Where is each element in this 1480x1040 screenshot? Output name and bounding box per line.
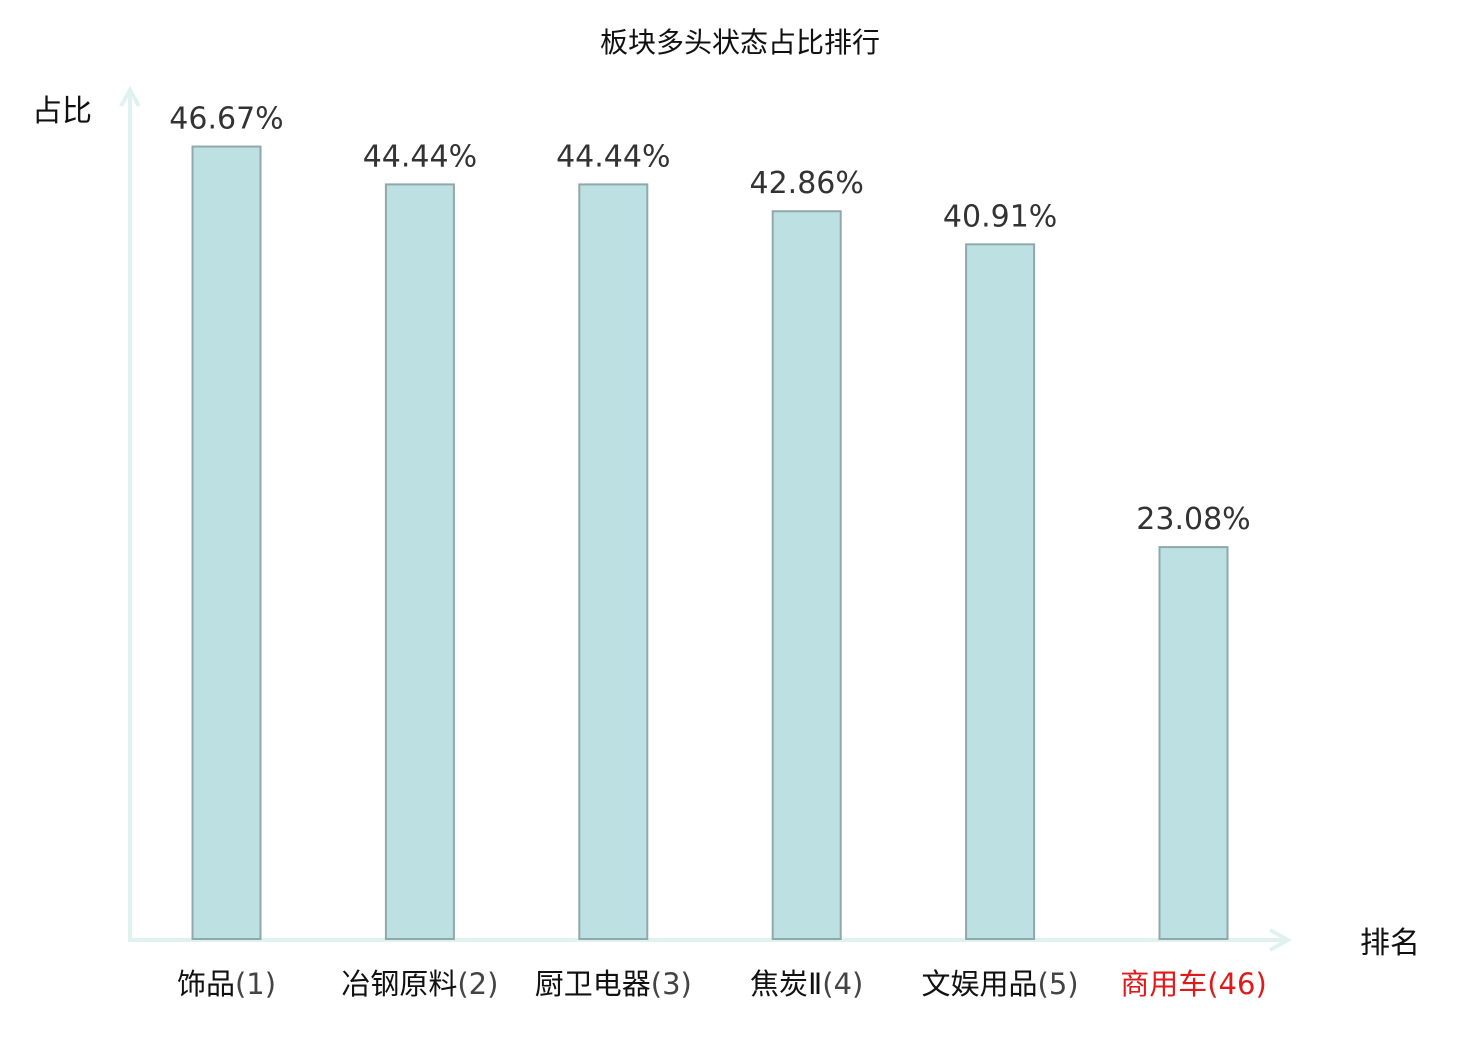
x-tick-label: 文娱用品(5) — [922, 967, 1079, 1001]
x-tick-label: 厨卫电器(3) — [535, 967, 692, 1001]
chart-title: 板块多头状态占比排行 — [600, 26, 880, 59]
bars-group — [191, 145, 1229, 941]
bar — [578, 183, 649, 940]
bar-value-label: 44.44% — [363, 139, 477, 174]
bar — [1158, 546, 1229, 941]
bar-value-label: 44.44% — [556, 139, 670, 174]
x-axis-arrow — [1269, 928, 1293, 952]
bar — [771, 210, 842, 941]
bar-value-label: 23.08% — [1136, 502, 1250, 537]
x-axis-label: 排名 — [1360, 926, 1420, 961]
bar — [384, 183, 455, 940]
y-axis-label: 占比 — [32, 94, 92, 129]
x-tick-label: 饰品(1) — [177, 967, 276, 1001]
x-tick-label: 商用车(46) — [1120, 967, 1267, 1001]
x-tick-label: 焦炭Ⅱ(4) — [750, 967, 863, 1001]
bar — [191, 145, 262, 940]
x-tick-label: 冶钢原料(2) — [341, 967, 498, 1001]
bar-value-label: 42.86% — [750, 166, 864, 201]
bar-value-label: 46.67% — [169, 102, 283, 137]
y-axis-arrow — [119, 85, 141, 107]
value-labels-group: 46.67% 44.44% 44.44% 42.86% 40.91% 23.08% — [169, 102, 1250, 538]
bar-value-label: 40.91% — [943, 199, 1057, 234]
axes — [119, 85, 1293, 952]
bar — [965, 243, 1036, 940]
x-tick-labels-group: 饰品(1) 冶钢原料(2) 厨卫电器(3) 焦炭Ⅱ(4) 文娱用品(5) 商用车(46) — [177, 967, 1267, 1001]
